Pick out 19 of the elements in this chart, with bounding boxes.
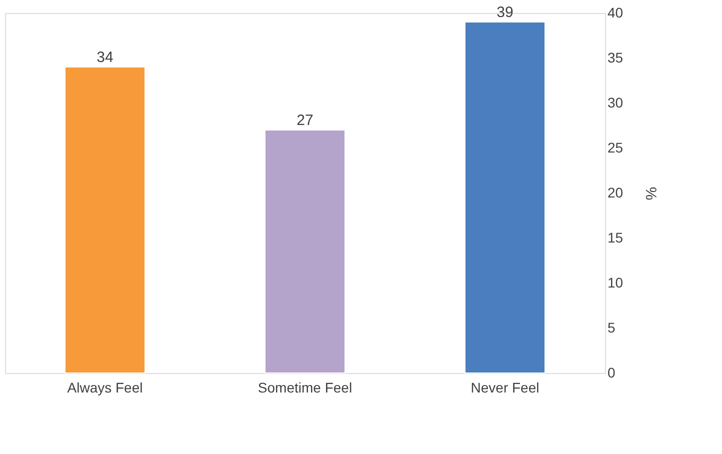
y-tick-label: 40 <box>608 4 624 20</box>
y-tick-label: 30 <box>608 94 624 110</box>
y-tick-label: 0 <box>608 364 616 380</box>
y-tick-label: 25 <box>608 140 624 156</box>
bar <box>464 22 546 374</box>
x-tick-label: Sometime Feel <box>258 380 352 396</box>
y-axis-title: % <box>642 186 660 200</box>
y-tick-label: 5 <box>608 320 616 336</box>
data-label: 34 <box>96 49 114 66</box>
data-label: 39 <box>496 4 514 21</box>
y-tick-label: 35 <box>608 50 624 66</box>
x-tick-label: Never Feel <box>470 380 540 396</box>
y-tick-label: 15 <box>608 230 624 246</box>
bar <box>264 130 346 374</box>
data-label: 27 <box>296 112 314 129</box>
bar <box>64 66 146 374</box>
y-tick-label: 10 <box>608 274 624 290</box>
x-tick-label: Always Feel <box>67 380 143 396</box>
y-tick-label: 20 <box>608 184 624 200</box>
